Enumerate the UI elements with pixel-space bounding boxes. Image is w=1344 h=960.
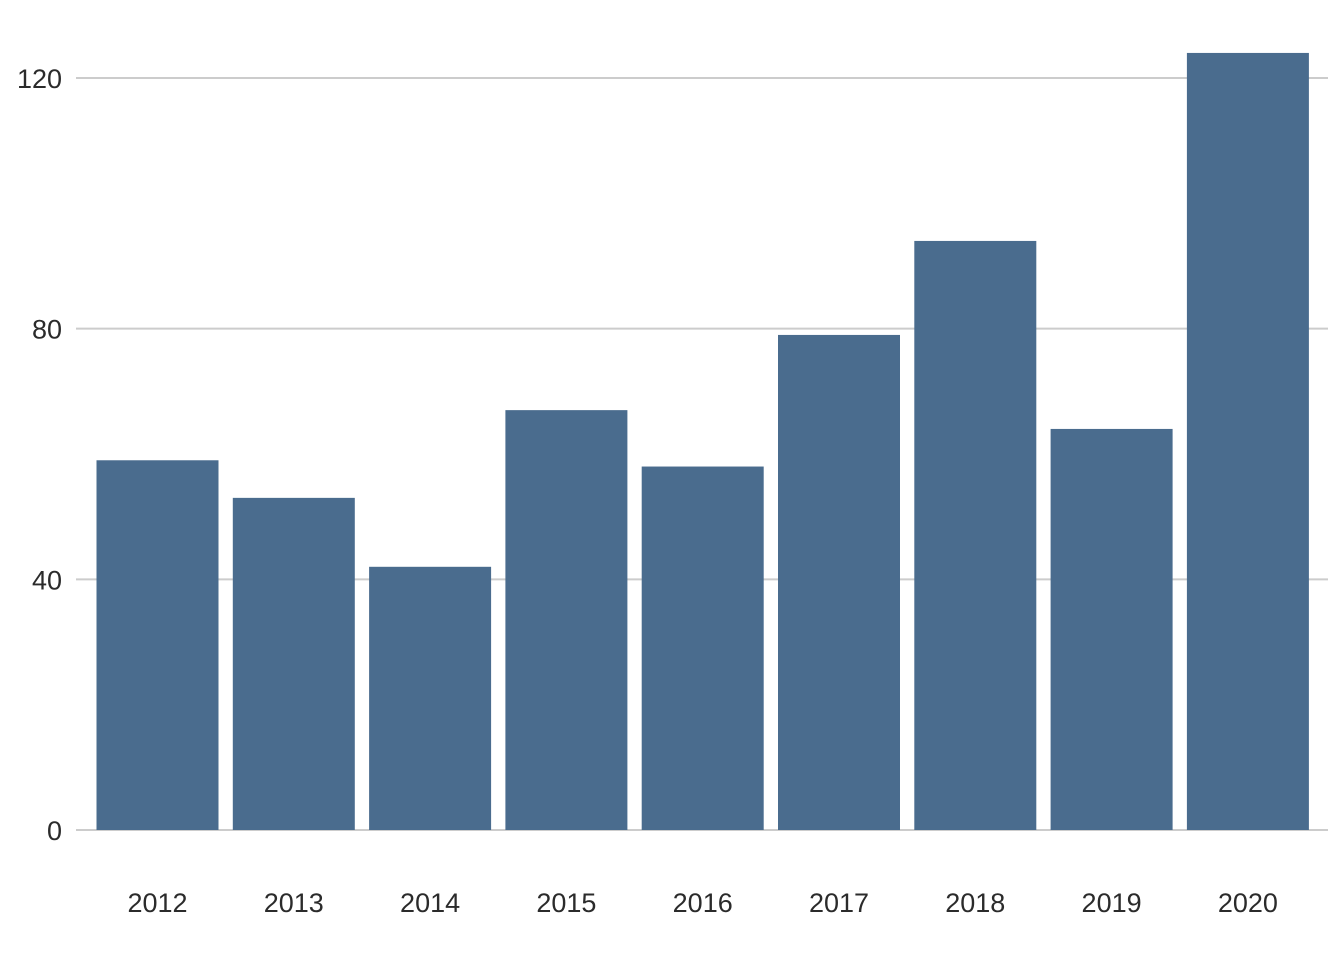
x-tick-label: 2012	[127, 888, 187, 918]
bar-2019	[1050, 428, 1173, 830]
y-tick-label: 40	[32, 565, 62, 595]
bar-2014	[369, 566, 492, 830]
x-tick-label: 2017	[809, 888, 869, 918]
bar-2015	[505, 410, 628, 830]
bar-2013	[232, 497, 355, 830]
bars	[96, 52, 1309, 830]
x-tick-label: 2015	[536, 888, 596, 918]
y-tick-label: 0	[47, 816, 62, 846]
x-tick-label: 2019	[1082, 888, 1142, 918]
x-tick-label: 2013	[264, 888, 324, 918]
y-axis-tick-labels: 0 40 80 120	[17, 64, 62, 846]
x-tick-label: 2020	[1218, 888, 1278, 918]
x-axis-tick-labels: 2012 2013 2014 2015 2016 2017 2018 2019 2020	[127, 888, 1277, 918]
y-tick-label: 120	[17, 64, 62, 94]
bar-2012	[96, 460, 219, 830]
y-tick-label: 80	[32, 315, 62, 345]
bar-2020	[1186, 52, 1309, 830]
x-tick-label: 2018	[945, 888, 1005, 918]
bar-2018	[914, 240, 1037, 830]
bar-2017	[778, 334, 900, 830]
x-tick-label: 2014	[400, 888, 460, 918]
x-tick-label: 2016	[673, 888, 733, 918]
bar-2016	[641, 466, 764, 830]
